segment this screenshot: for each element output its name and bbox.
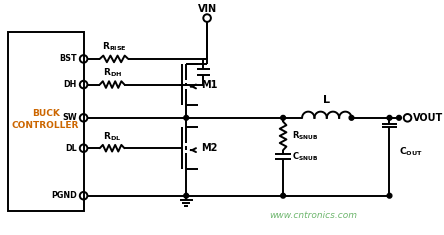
Text: VOUT: VOUT	[413, 113, 444, 123]
FancyBboxPatch shape	[8, 32, 83, 211]
Text: $\mathbf{R_{RISE}}$: $\mathbf{R_{RISE}}$	[102, 41, 127, 53]
Text: PGND: PGND	[51, 191, 77, 200]
Text: BST: BST	[59, 55, 77, 63]
Circle shape	[349, 115, 354, 120]
Circle shape	[184, 115, 189, 120]
Text: M1: M1	[202, 80, 218, 90]
Text: M2: M2	[202, 143, 218, 153]
Text: BUCK
CONTROLLER: BUCK CONTROLLER	[12, 109, 79, 130]
Text: $\mathbf{R_{DL}}$: $\mathbf{R_{DL}}$	[103, 130, 121, 142]
Circle shape	[281, 115, 285, 120]
Text: $\mathbf{C_{OUT}}$: $\mathbf{C_{OUT}}$	[399, 146, 423, 158]
Text: $\mathbf{C_{SNUB}}$: $\mathbf{C_{SNUB}}$	[292, 150, 318, 163]
Text: L: L	[323, 95, 330, 106]
Circle shape	[387, 193, 392, 198]
Text: $\mathbf{R_{SNUB}}$: $\mathbf{R_{SNUB}}$	[292, 130, 318, 142]
Text: DL: DL	[65, 144, 77, 153]
Circle shape	[281, 193, 285, 198]
Circle shape	[396, 115, 401, 120]
Text: www.cntronics.com: www.cntronics.com	[270, 212, 357, 220]
Text: DH: DH	[63, 80, 77, 89]
Circle shape	[387, 115, 392, 120]
Text: SW: SW	[62, 113, 77, 122]
Circle shape	[184, 193, 189, 198]
Text: VIN: VIN	[198, 4, 217, 14]
Text: $\mathbf{R_{DH}}$: $\mathbf{R_{DH}}$	[103, 66, 122, 79]
